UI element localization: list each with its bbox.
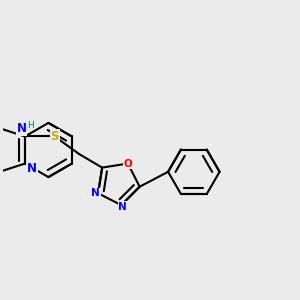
Text: N: N <box>92 188 100 198</box>
Text: N: N <box>16 122 26 135</box>
Text: N: N <box>27 162 37 175</box>
Text: O: O <box>124 158 132 169</box>
Text: N: N <box>118 202 127 212</box>
Text: S: S <box>50 130 59 143</box>
Text: H: H <box>27 121 34 130</box>
